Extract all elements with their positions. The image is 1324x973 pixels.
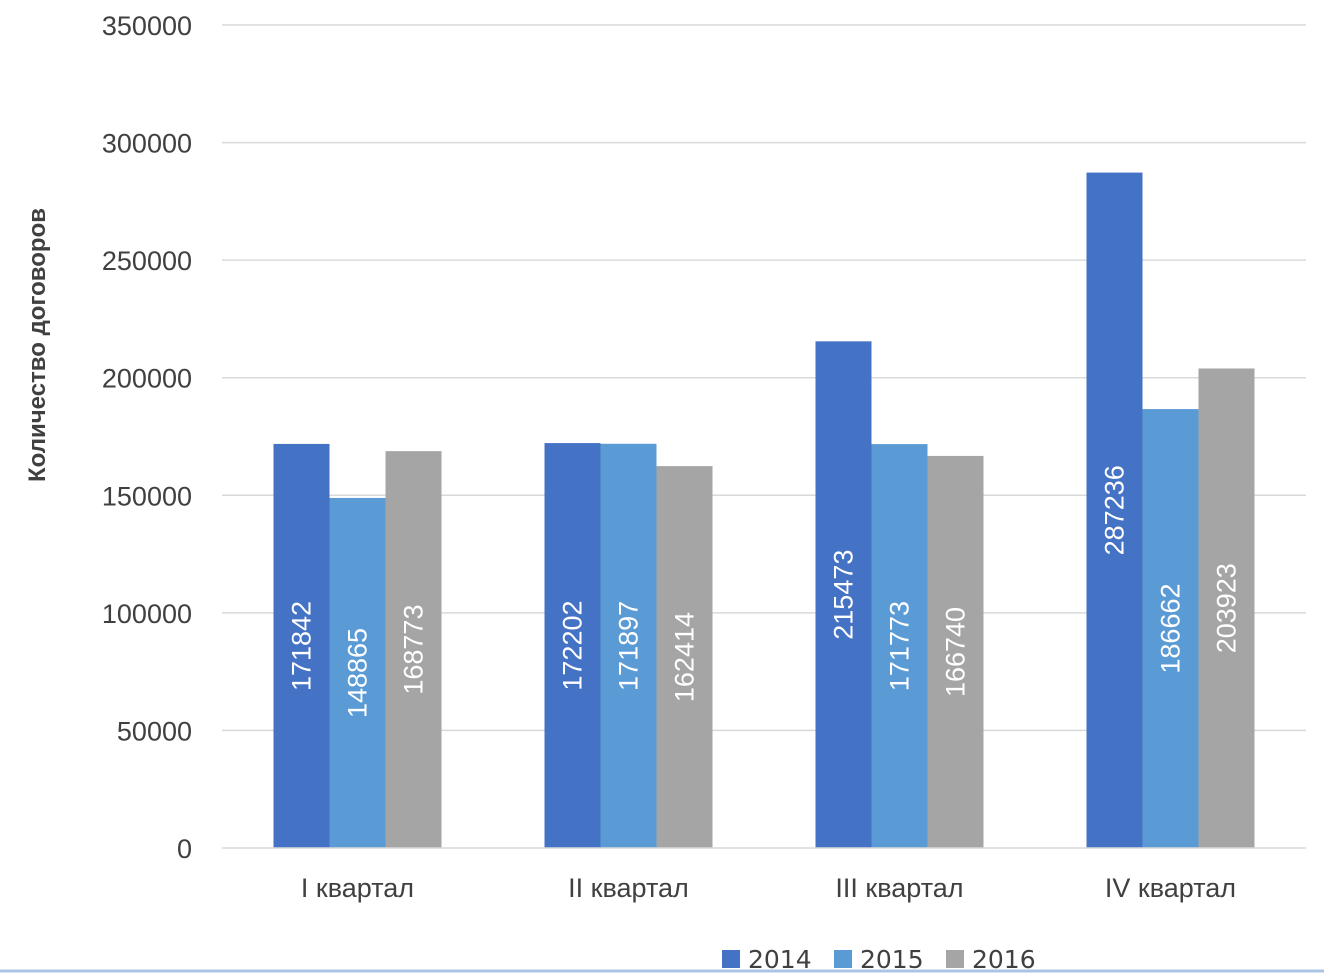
data-label: 172202 xyxy=(558,600,588,690)
legend-swatch-2014 xyxy=(722,950,740,968)
x-tick-label: III квартал xyxy=(835,873,963,903)
data-label: 148865 xyxy=(343,628,373,718)
bar-2016-2 xyxy=(656,466,713,848)
data-label: 287236 xyxy=(1100,465,1130,555)
legend-swatch-2016 xyxy=(946,950,964,968)
y-tick-label: 100000 xyxy=(102,599,192,629)
y-tick-label: 150000 xyxy=(102,481,192,511)
data-label: 171897 xyxy=(614,601,644,691)
bar-2014-4 xyxy=(1086,172,1143,848)
data-label: 171842 xyxy=(287,601,317,691)
bar-2015-4 xyxy=(1142,409,1199,848)
x-tick-label: IV квартал xyxy=(1105,873,1236,903)
bar-2015-3 xyxy=(871,444,928,848)
data-label: 186662 xyxy=(1156,583,1186,673)
bar-2016-1 xyxy=(385,451,442,848)
y-tick-label: 0 xyxy=(177,834,192,864)
x-tick-label: II квартал xyxy=(568,873,689,903)
bar-2014-1 xyxy=(273,443,330,848)
data-label: 162414 xyxy=(670,612,700,702)
bar-2014-2 xyxy=(544,443,601,848)
y-tick-label: 200000 xyxy=(102,364,192,394)
y-tick-label: 250000 xyxy=(102,246,192,276)
bar-2015-1 xyxy=(329,497,386,848)
legend-label-2014: 2014 xyxy=(748,945,812,973)
bars: 171842 148865 168773 172202 171897 162414 2154… xyxy=(273,172,1255,848)
data-label: 166740 xyxy=(941,607,971,697)
data-label: 171773 xyxy=(885,601,915,691)
data-label: 168773 xyxy=(399,605,429,695)
y-axis-ticks: 0 50000 100000 150000 200000 250000 300000 3500… xyxy=(102,11,192,864)
legend-swatch-2015 xyxy=(834,950,852,968)
legend-label-2015: 2015 xyxy=(860,945,924,973)
y-axis-label: Количество договоров xyxy=(24,208,51,482)
y-tick-label: 300000 xyxy=(102,129,192,159)
data-label: 203923 xyxy=(1212,563,1242,653)
bar-2016-3 xyxy=(927,455,984,848)
x-axis-ticks: I квартал II квартал III квартал IV квартал xyxy=(301,873,1236,903)
legend: 2014 2015 2016 xyxy=(722,945,1036,973)
y-tick-label: 50000 xyxy=(117,716,192,746)
y-tick-label: 350000 xyxy=(102,11,192,41)
bar-2016-4 xyxy=(1198,368,1255,848)
bar-2014-3 xyxy=(815,341,872,848)
x-tick-label: I квартал xyxy=(301,873,414,903)
data-label: 215473 xyxy=(829,550,859,640)
bar-2015-2 xyxy=(600,443,657,848)
legend-label-2016: 2016 xyxy=(972,945,1036,973)
